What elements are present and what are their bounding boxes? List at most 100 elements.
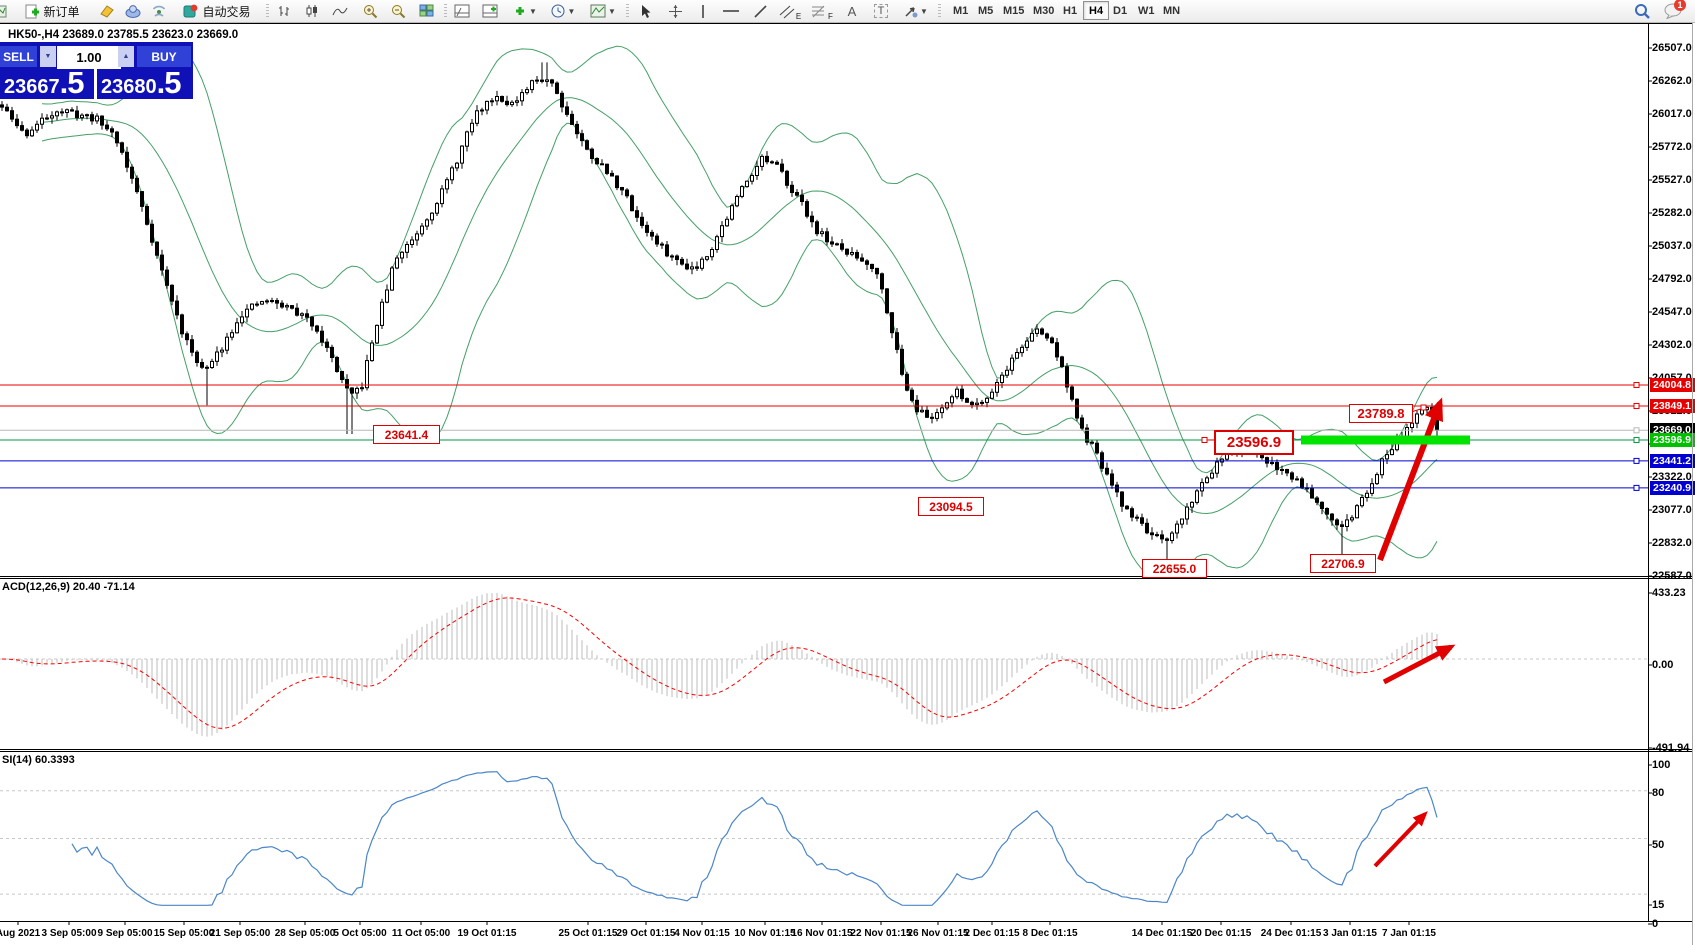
cursor-button[interactable] xyxy=(632,1,658,21)
date-label: 3 Jan 01:15 xyxy=(1323,928,1377,939)
crosshair-button[interactable] xyxy=(662,1,688,21)
bull-candle xyxy=(230,332,234,338)
chat-icon[interactable]: 1 xyxy=(1658,0,1688,21)
metaeditor-icon[interactable] xyxy=(96,1,118,21)
date-label: 8 Dec 01:15 xyxy=(1022,928,1078,939)
volume-increase-button[interactable]: ▲ xyxy=(118,46,134,67)
timeframe-d1[interactable]: D1 xyxy=(1113,4,1128,17)
bull-candle xyxy=(1185,506,1189,520)
timeframe-m30[interactable]: M30 xyxy=(1033,4,1055,17)
search-icon[interactable] xyxy=(1630,1,1654,21)
bear-candle xyxy=(150,223,154,243)
hline-anchor[interactable] xyxy=(1633,403,1640,409)
trendline-button[interactable] xyxy=(748,1,772,21)
pane-separator-macd-rsi[interactable] xyxy=(0,749,1692,750)
rsi-axis-value: 50 xyxy=(1652,839,1665,851)
bull-candle xyxy=(420,225,424,235)
trend-arrow-2[interactable] xyxy=(1382,644,1456,685)
shapes-dropdown[interactable]: ▼ xyxy=(898,1,934,21)
bear-candle xyxy=(1285,469,1289,474)
text-button[interactable]: A xyxy=(840,1,864,21)
hline-anchor[interactable] xyxy=(1633,382,1640,388)
zoom-out-button[interactable] xyxy=(386,1,410,21)
price-annotation[interactable]: 23094.5 xyxy=(918,497,984,516)
timeframe-w1[interactable]: W1 xyxy=(1138,4,1155,17)
bear-candle xyxy=(800,194,804,202)
hline-anchor[interactable] xyxy=(1633,484,1640,491)
bear-candle xyxy=(905,373,909,391)
line-chart-button[interactable] xyxy=(328,1,352,21)
bear-candle xyxy=(640,216,644,226)
timeframe-mn[interactable]: MN xyxy=(1163,4,1181,17)
buy-price[interactable]: 23680.5 xyxy=(101,65,181,100)
new-order-button[interactable]: 新订单 xyxy=(14,1,90,21)
period-dropdown[interactable]: ▼ xyxy=(546,1,580,21)
bull-candle xyxy=(40,117,44,125)
bear-candle xyxy=(635,210,639,218)
bear-candle xyxy=(660,243,664,246)
signals-icon[interactable] xyxy=(148,1,170,21)
bull-candle xyxy=(460,145,464,164)
hline-anchor[interactable] xyxy=(1633,457,1640,464)
vertical-line-button[interactable] xyxy=(692,1,714,21)
volume-decrease-button[interactable]: ▼ xyxy=(40,46,56,67)
indicator-window-button[interactable] xyxy=(450,1,474,21)
timeframe-m15[interactable]: M15 xyxy=(1003,4,1025,17)
date-label: 29 Oct 01:15 xyxy=(616,928,676,939)
bear-candle xyxy=(875,267,879,275)
bars-chart-button[interactable] xyxy=(272,1,296,21)
pane-separator-main-macd[interactable] xyxy=(0,576,1692,577)
horizontal-line-button[interactable] xyxy=(718,1,744,21)
template-dropdown[interactable]: ▼ xyxy=(586,1,620,21)
price-annotation[interactable]: 23641.4 xyxy=(373,425,440,444)
price-annotation[interactable]: 23596.9 xyxy=(1214,430,1294,455)
price-annotation[interactable]: 22706.9 xyxy=(1310,554,1376,573)
trend-arrow-3[interactable] xyxy=(1373,811,1428,868)
tile-windows-button[interactable] xyxy=(414,1,438,21)
indicator-window-add-button[interactable] xyxy=(478,1,502,21)
algo-trading-label: 自动交易 xyxy=(202,4,251,19)
bull-candle xyxy=(1000,374,1004,384)
price-tick: 22832.0 xyxy=(1652,537,1692,549)
macd-axis-value: -491.94 xyxy=(1652,742,1690,754)
timeframe-m1[interactable]: M1 xyxy=(953,4,969,17)
bear-candle xyxy=(325,341,329,348)
text-label-button[interactable]: T xyxy=(868,1,894,21)
community-icon[interactable] xyxy=(122,1,144,21)
label-letter: T xyxy=(873,4,889,18)
algo-trading-button[interactable]: 自动交易 xyxy=(172,1,262,21)
sell-price[interactable]: 23667.5 xyxy=(4,65,84,100)
equidistant-channel-button[interactable]: E xyxy=(776,1,804,21)
price-line-tag: 23849.1 xyxy=(1650,399,1695,413)
zoom-in-button[interactable] xyxy=(358,1,382,21)
price-annotation[interactable]: 23789.8 xyxy=(1349,404,1413,423)
fibonacci-button[interactable]: F xyxy=(808,1,836,21)
add-indicator-dropdown[interactable]: ▼ xyxy=(508,1,542,21)
trend-arrow-1[interactable] xyxy=(1377,397,1443,562)
sell-button[interactable]: SELL xyxy=(0,46,37,67)
chart-window-icon[interactable] xyxy=(0,1,8,21)
buy-button[interactable]: BUY xyxy=(137,46,191,67)
bear-candle xyxy=(1095,442,1099,454)
bear-candle xyxy=(610,172,614,177)
bear-candle xyxy=(195,351,199,364)
bull-candle xyxy=(475,110,479,124)
timeframe-m5[interactable]: M5 xyxy=(978,4,994,17)
bear-candle xyxy=(180,314,184,335)
bull-candle xyxy=(465,131,469,147)
hline-anchor[interactable] xyxy=(1633,427,1640,434)
timeframe-h1[interactable]: H1 xyxy=(1063,4,1078,17)
bear-candle xyxy=(1085,427,1089,443)
bull-candle xyxy=(1380,458,1384,476)
price-tick: 25282.0 xyxy=(1652,207,1692,219)
volume-input[interactable] xyxy=(57,46,121,69)
bear-candle xyxy=(310,316,314,327)
candles-chart-button[interactable] xyxy=(300,1,324,21)
hline-anchor[interactable] xyxy=(1633,437,1640,443)
price-annotation[interactable]: 22655.0 xyxy=(1142,559,1207,578)
label-anchor xyxy=(1201,436,1208,443)
timeframe-h4[interactable]: H4 xyxy=(1083,1,1110,20)
bear-candle xyxy=(1160,534,1164,540)
bear-candle xyxy=(1265,457,1269,464)
